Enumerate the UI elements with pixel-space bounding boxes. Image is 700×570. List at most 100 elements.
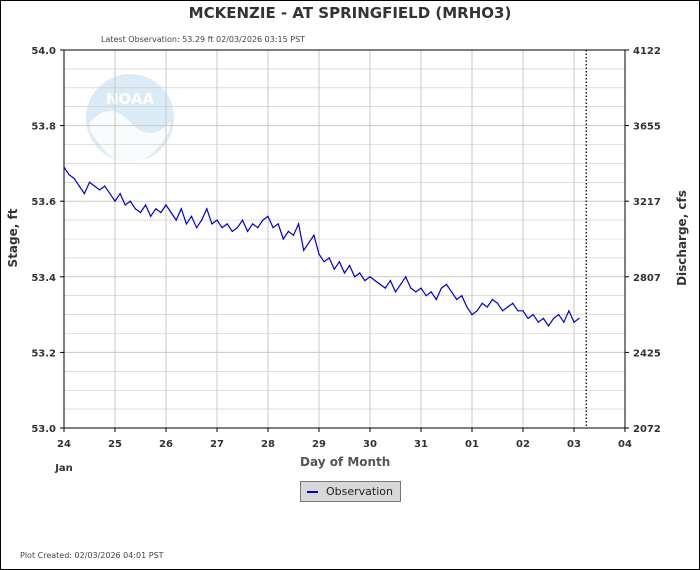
data-point-observation [471, 314, 473, 316]
y-tick-label: 53.8 [31, 122, 56, 133]
x-tick-label: 24 [57, 439, 71, 450]
data-point-observation [354, 276, 356, 278]
data-point-observation [94, 185, 96, 187]
data-point-observation [542, 317, 545, 319]
data-point-observation [451, 291, 453, 293]
data-point-observation [160, 211, 162, 214]
data-point-observation [145, 204, 147, 206]
data-point-observation [247, 230, 249, 233]
data-point-observation [277, 223, 279, 225]
data-point-observation [445, 283, 448, 285]
data-point-observation [170, 211, 172, 214]
data-point-observation [486, 306, 488, 308]
data-point-observation [374, 279, 376, 282]
y2-tick-label: 3217 [633, 197, 661, 208]
y-tick-label: 53.4 [31, 273, 56, 284]
data-point-observation [226, 223, 228, 225]
data-point-observation [216, 219, 218, 221]
y2-tick-label: 2072 [633, 424, 661, 435]
data-point-observation [384, 287, 386, 289]
data-point-observation [99, 189, 101, 191]
data-point-observation [257, 227, 259, 229]
data-point-observation [333, 268, 335, 270]
data-point-observation [547, 325, 550, 327]
data-point-observation [379, 283, 381, 285]
data-point-observation [481, 302, 483, 304]
data-point-observation [537, 321, 539, 323]
data-point-observation [129, 200, 131, 202]
data-point-observation [522, 310, 524, 312]
data-point-observation [328, 257, 330, 259]
data-point-observation [262, 219, 264, 221]
data-point-observation [211, 223, 213, 225]
chart-title: MCKENZIE - AT SPRINGFIELD (MRHO3) [188, 4, 512, 22]
data-point-observation [491, 298, 493, 301]
data-point-observation [532, 314, 534, 316]
x-tick-label: 02 [516, 439, 530, 450]
data-point-observation [241, 219, 244, 221]
x-tick-label: 28 [261, 439, 275, 450]
data-point-observation [425, 295, 427, 297]
data-point-observation [502, 310, 504, 312]
data-point-observation [119, 193, 121, 195]
data-point-observation [466, 306, 468, 308]
data-point-observation [124, 204, 126, 206]
y-tick-label: 53.2 [31, 348, 56, 359]
data-point-observation [527, 317, 529, 319]
data-point-observation [369, 276, 371, 278]
plot-created: Plot Created: 02/03/2026 04:01 PST [20, 551, 164, 560]
y2-tick-label: 2807 [633, 273, 661, 284]
data-point-observation [185, 223, 187, 225]
data-point-observation [563, 321, 565, 323]
x-tick-label: 30 [363, 439, 377, 450]
data-point-observation [405, 276, 407, 278]
data-point-observation [252, 223, 254, 225]
data-point-observation [303, 249, 305, 251]
data-point-observation [175, 219, 177, 221]
data-point-observation [150, 215, 152, 217]
plot-border [63, 49, 626, 429]
x-month-label: Jan [54, 463, 73, 474]
data-point-observation [114, 200, 116, 202]
data-point-observation [573, 321, 575, 323]
data-point-observation [415, 291, 417, 293]
x-tick-label: 29 [312, 439, 326, 450]
data-point-observation [456, 298, 458, 301]
y-tick-label: 53.0 [31, 424, 56, 435]
data-point-observation [180, 208, 182, 210]
noaa-logo-icon: NOAA [86, 74, 174, 163]
data-point-observation [364, 279, 366, 282]
y2-tick-label: 4122 [633, 46, 661, 57]
data-point-observation [78, 185, 80, 187]
data-point-observation [287, 230, 289, 233]
data-point-observation [420, 287, 422, 289]
data-point-observation [267, 215, 269, 217]
data-point-observation [558, 314, 560, 316]
data-point-observation [206, 208, 208, 210]
data-point-observation [394, 291, 397, 293]
x-tick-label: 01 [465, 439, 479, 450]
data-point-observation [231, 230, 233, 233]
data-point-observation [282, 238, 284, 240]
data-point-observation [410, 287, 412, 289]
y2-tick-label: 2425 [633, 348, 661, 359]
legend-label-observation: Observation [326, 485, 393, 498]
data-point-observation [430, 291, 432, 293]
data-point-observation [236, 227, 238, 229]
data-point-observation [400, 283, 402, 285]
data-point-observation [440, 287, 442, 289]
data-point-observation [476, 310, 478, 312]
legend: Observation [300, 481, 401, 502]
data-point-observation [308, 242, 310, 244]
data-point-observation [507, 306, 509, 308]
data-point-observation [190, 215, 193, 217]
data-point-observation [104, 185, 106, 187]
x-tick-label: 31 [414, 439, 428, 450]
x-tick-label: 26 [159, 439, 173, 450]
data-point-observation [109, 193, 111, 195]
data-point-observation [343, 272, 346, 274]
data-point-observation [313, 234, 315, 236]
x-tick-label: 03 [567, 439, 581, 450]
data-point-observation [318, 253, 320, 255]
